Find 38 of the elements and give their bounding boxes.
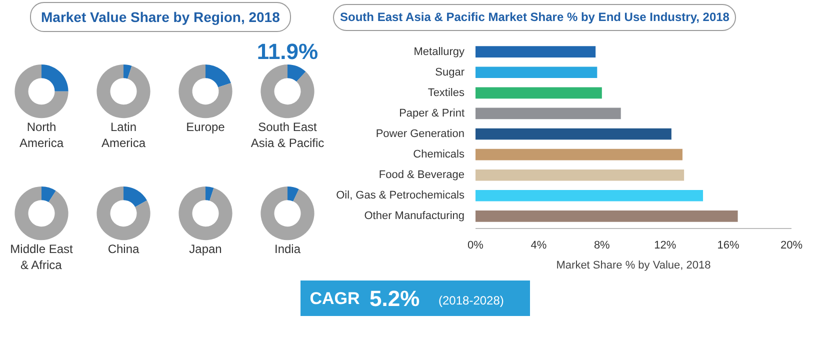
y-tick-label: Metallurgy	[414, 46, 465, 58]
y-tick-label: Power Generation	[376, 128, 465, 140]
chart-title: South East Asia & Pacific Market Share % by End Use Industry, 2018	[333, 4, 736, 32]
x-tick-label: 0%	[468, 240, 484, 252]
text: South East Asia & Pacific	[250, 120, 324, 150]
bar	[476, 87, 602, 99]
bar	[476, 66, 598, 78]
bar	[476, 210, 738, 222]
x-tick-label: 16%	[717, 240, 740, 252]
x-axis-title: Market Share % by Value, 2018	[556, 260, 711, 272]
bar	[476, 190, 704, 202]
y-tick-label: Paper & Print	[399, 107, 464, 120]
x-tick-label: 8%	[594, 240, 610, 252]
y-tick-label: Food & Beverage	[378, 169, 465, 182]
text: North America	[19, 120, 64, 150]
y-tick-label: Other Manufacturing	[364, 210, 465, 222]
text: Japan	[189, 242, 222, 256]
y-tick-label: Chemicals	[413, 148, 465, 161]
bar	[476, 46, 596, 58]
text: China	[108, 242, 140, 256]
y-tick-label: Oil, Gas & Petrochemicals	[336, 190, 465, 202]
text: CAGR 5.2%	[310, 286, 420, 311]
bar	[476, 148, 682, 160]
x-tick-label: 12%	[654, 240, 676, 252]
text: Middle East & Africa	[10, 242, 74, 272]
y-tick-label: Sugar	[435, 66, 465, 78]
bar	[476, 128, 672, 140]
text: Latin America	[101, 120, 146, 150]
text: Europe	[186, 120, 226, 134]
text: Market Value Share by Region, 2018	[30, 2, 291, 32]
x-tick-label: 4%	[530, 240, 547, 252]
data-label: 11.9%	[256, 38, 318, 64]
text: India	[274, 242, 301, 256]
bar	[476, 169, 684, 181]
y-tick-label: Textiles	[428, 86, 465, 99]
x-tick-label: 20%	[780, 240, 803, 252]
text: (2018-2028)	[438, 293, 504, 308]
bar	[476, 108, 621, 120]
